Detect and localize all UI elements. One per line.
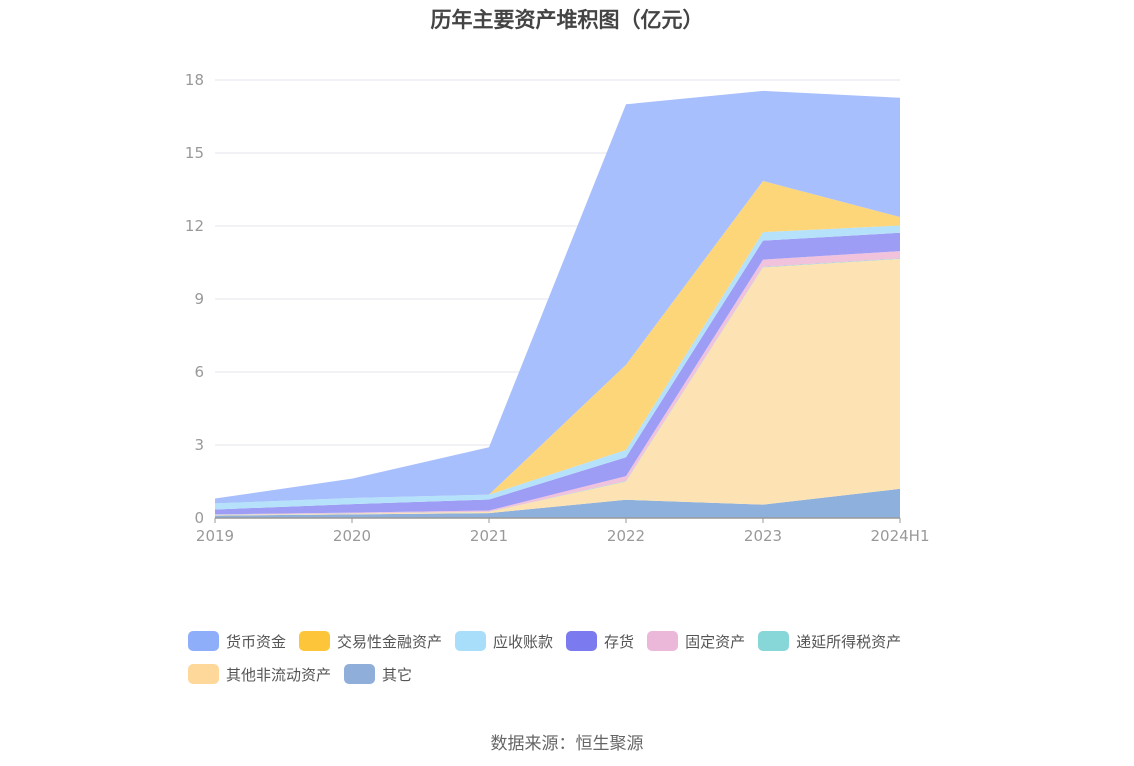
- x-tick-label: 2021: [470, 527, 508, 545]
- legend-swatch: [758, 631, 790, 651]
- y-tick-label: 0: [194, 509, 204, 527]
- legend-item[interactable]: 应收账款: [455, 630, 553, 652]
- data-source-note: 数据来源：恒生聚源: [490, 734, 644, 754]
- legend-item[interactable]: 存货: [566, 630, 634, 652]
- legend-label: 其它: [382, 665, 413, 684]
- legend-label: 货币资金: [226, 632, 287, 651]
- legend-item[interactable]: 其他非流动资产: [188, 663, 331, 685]
- legend-label: 交易性金融资产: [337, 632, 443, 651]
- area-series-layer: [215, 90, 900, 518]
- legend-swatch: [188, 664, 219, 684]
- area-series: [215, 488, 900, 518]
- legend-item[interactable]: 递延所得税资产: [758, 630, 901, 652]
- axes: 0 3 6 9 12 15 18 2019 2020 2021 2022 2023 2024H1: [185, 71, 930, 545]
- x-tick-label: 2019: [196, 527, 234, 545]
- legend-label: 固定资产: [685, 632, 746, 651]
- x-tick-label: 2020: [333, 527, 371, 545]
- y-tick-label: 15: [185, 144, 204, 162]
- y-tick-label: 3: [194, 436, 204, 454]
- area-series: [215, 181, 900, 504]
- legend-item[interactable]: 交易性金融资产: [299, 630, 442, 652]
- x-tick-label: 2024H1: [871, 527, 930, 545]
- chart-legend: 货币资金 交易性金融资产 应收账款 存货 固定资产 递延所得税资产其他非流动资产 其它: [188, 630, 978, 685]
- legend-swatch: [455, 631, 487, 651]
- area-series: [215, 90, 900, 504]
- legend-label: 其他非流动资产: [226, 665, 332, 684]
- area-series: [215, 232, 900, 515]
- legend-swatch: [188, 631, 219, 651]
- legend-item[interactable]: 其它: [344, 663, 412, 685]
- chart-title: 历年主要资产堆积图（亿元）: [430, 8, 704, 32]
- legend-label: 存货: [604, 632, 635, 651]
- legend-swatch: [299, 631, 331, 651]
- legend-label: 递延所得税资产: [796, 632, 902, 651]
- area-series: [215, 251, 900, 515]
- y-tick-label: 6: [194, 363, 204, 381]
- area-series: [215, 258, 900, 516]
- legend-swatch: [344, 664, 376, 684]
- stacked-area-chart: 0 3 6 9 12 15 18 2019 2020 2021 2022 2023 2024H1: [185, 71, 930, 545]
- y-tick-label: 9: [194, 290, 204, 308]
- x-tick-label: 2023: [744, 527, 782, 545]
- legend-item[interactable]: 固定资产: [647, 630, 745, 652]
- legend-label: 应收账款: [493, 632, 554, 651]
- legend-item[interactable]: 货币资金: [188, 630, 286, 652]
- y-tick-label: 18: [185, 71, 204, 89]
- legend-swatch: [566, 631, 598, 651]
- legend-swatch: [647, 631, 679, 651]
- x-tick-label: 2022: [607, 527, 645, 545]
- y-tick-label: 12: [185, 217, 204, 235]
